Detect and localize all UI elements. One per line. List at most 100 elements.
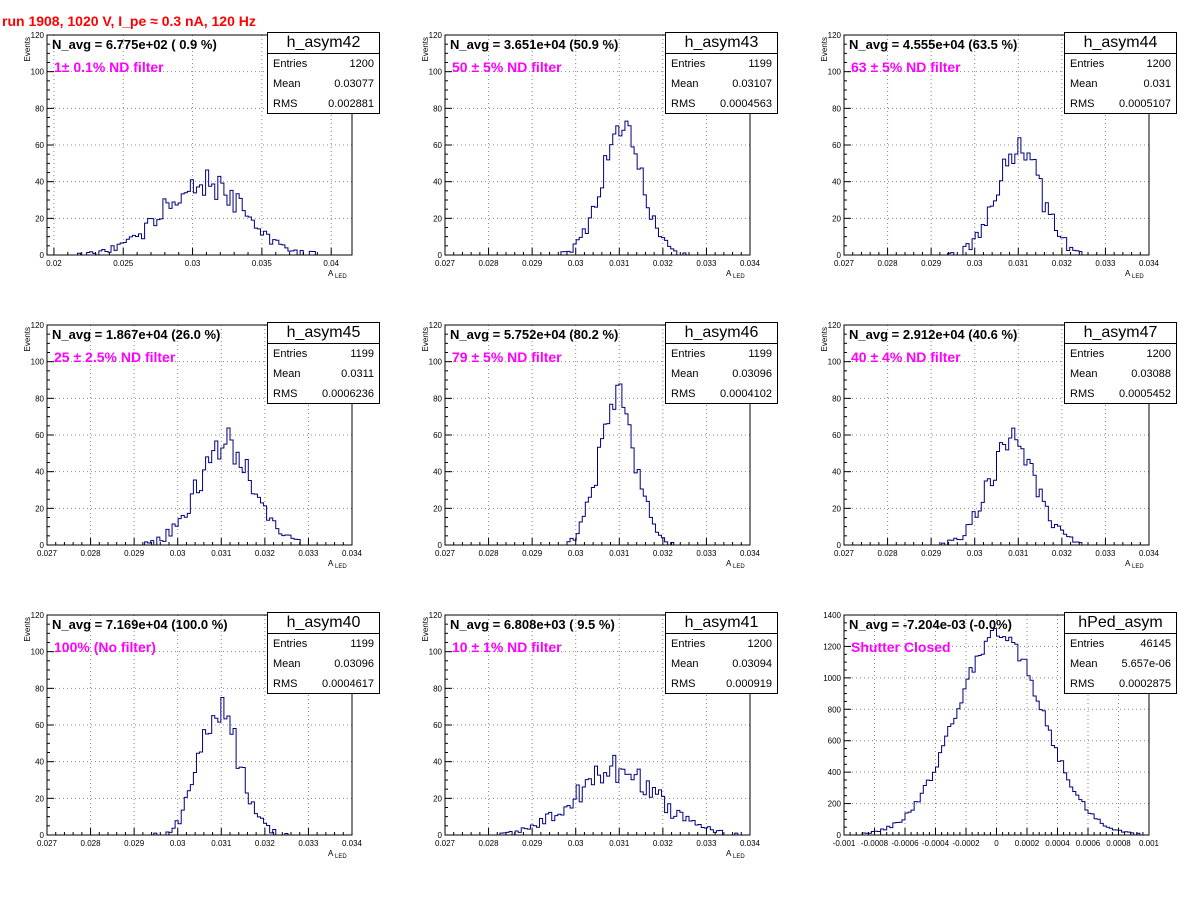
y-tick-label: 120 xyxy=(31,321,45,330)
stats-value: 0.002881 xyxy=(328,98,374,110)
histogram-plot: 0.027 0.028 0.029 0.03 0.031 0.032 0.033 0.034 0… xyxy=(421,611,761,860)
y-tick-label: 100 xyxy=(31,68,45,77)
x-tick-label: 0.033 xyxy=(298,839,319,848)
y-tick-label: 60 xyxy=(433,141,442,150)
x-tick-label: 0.028 xyxy=(81,839,102,848)
x-tick-label: 0.034 xyxy=(1139,549,1160,558)
stats-value: 1199 xyxy=(350,638,374,650)
y-tick-label: 20 xyxy=(433,504,442,513)
stats-label: RMS xyxy=(671,388,696,400)
y-tick-label: 1200 xyxy=(823,642,841,651)
x-tick-label: 0.03 xyxy=(170,839,186,848)
x-tick-label: 0.035 xyxy=(252,259,273,268)
stats-label: Mean xyxy=(273,658,301,670)
stats-label: Entries xyxy=(273,348,308,360)
stats-value: 0.0006236 xyxy=(322,388,374,400)
y-tick-label: 0 xyxy=(837,541,842,550)
x-tick-label: 0.032 xyxy=(255,839,276,848)
stats-label: Mean xyxy=(1070,78,1098,90)
x-tick-label: -0.0008 xyxy=(861,839,889,848)
x-tick-label: 0.0002 xyxy=(1015,839,1040,848)
x-tick-label: 0.027 xyxy=(834,549,855,558)
x-tick-label: 0.0006 xyxy=(1076,839,1101,848)
y-tick-label: 80 xyxy=(433,684,442,693)
x-tick-label: 0.031 xyxy=(609,839,630,848)
y-tick-label: 60 xyxy=(433,721,442,730)
y-tick-label: 100 xyxy=(429,648,443,657)
x-tick-label: 0.027 xyxy=(37,549,58,558)
stats-value: 0.000919 xyxy=(726,678,772,690)
stats-value: 0.03096 xyxy=(334,658,374,670)
stats-row-mean: Mean 0.03094 xyxy=(666,654,777,674)
x-axis-title: A LED xyxy=(1125,269,1144,280)
x-tick-label: 0.04 xyxy=(323,259,339,268)
y-tick-label: 20 xyxy=(35,214,44,223)
y-tick-label: 20 xyxy=(433,794,442,803)
stats-value: 1200 xyxy=(349,58,374,70)
y-tick-label: 0 xyxy=(837,251,842,260)
stats-label: Mean xyxy=(1070,368,1098,380)
y-tick-label: 80 xyxy=(433,394,442,403)
y-tick-label: 100 xyxy=(31,648,45,657)
y-axis-title: Events xyxy=(421,617,430,641)
x-tick-label: -0.001 xyxy=(833,839,856,848)
x-tick-label: 0.029 xyxy=(124,549,145,558)
stats-label: Mean xyxy=(671,368,699,380)
stats-label: Entries xyxy=(671,348,706,360)
y-tick-label: 120 xyxy=(828,31,842,40)
x-tick-label: 0.03 xyxy=(568,259,584,268)
stats-box: h_asym41 Entries 1200 Mean 0.03094 RMS 0.00091… xyxy=(665,612,778,694)
y-tick-label: 60 xyxy=(433,431,442,440)
stats-row-mean: Mean 0.03077 xyxy=(268,74,379,94)
x-tick-label: 0.033 xyxy=(696,259,717,268)
y-tick-label: 100 xyxy=(31,358,45,367)
y-tick-label: 800 xyxy=(828,705,842,714)
filter-label: 1± 0.1% ND filter xyxy=(54,59,164,75)
x-tick-label: 0.027 xyxy=(37,839,58,848)
x-axis-title: A LED xyxy=(328,559,347,570)
y-axis-title: Events xyxy=(23,617,32,641)
x-tick-label: 0 xyxy=(994,839,999,848)
n-avg-label: N_avg = 2.912e+04 (40.6 %) xyxy=(849,327,1018,342)
x-axis-title: A LED xyxy=(726,269,745,280)
x-tick-label: 0.034 xyxy=(342,549,363,558)
x-tick-label: 0.03 xyxy=(568,839,584,848)
x-tick-label: 0.025 xyxy=(113,259,134,268)
x-tick-label: 0.029 xyxy=(522,839,543,848)
x-tick-label: 0.03 xyxy=(170,549,186,558)
y-tick-label: 40 xyxy=(433,758,442,767)
histogram-line xyxy=(844,628,1149,836)
stats-row-rms: RMS 0.002881 xyxy=(268,94,379,114)
filter-label: 100% (No filter) xyxy=(54,639,156,655)
y-tick-label: 400 xyxy=(828,768,842,777)
x-tick-label: 0.028 xyxy=(479,839,500,848)
x-tick-label: -0.0006 xyxy=(891,839,919,848)
x-tick-label: 0.028 xyxy=(479,549,500,558)
stats-row-rms: RMS 0.0004102 xyxy=(666,384,777,404)
y-tick-label: 20 xyxy=(832,504,841,513)
filter-label: 10 ± 1% ND filter xyxy=(452,639,562,655)
histogram-plot: 0.027 0.028 0.029 0.03 0.031 0.032 0.033 0.034 0… xyxy=(23,611,363,860)
y-axis-title: Events xyxy=(421,327,430,351)
y-tick-label: 120 xyxy=(828,321,842,330)
y-tick-label: 60 xyxy=(832,141,841,150)
y-tick-label: 120 xyxy=(429,611,443,620)
x-tick-label: 0.027 xyxy=(435,259,456,268)
stats-row-entries: Entries 1200 xyxy=(1065,344,1176,364)
stats-row-rms: RMS 0.0006236 xyxy=(268,384,379,404)
y-tick-label: 40 xyxy=(832,178,841,187)
x-tick-label: 0.03 xyxy=(967,259,983,268)
stats-box: h_asym40 Entries 1199 Mean 0.03096 RMS 0.00046… xyxy=(267,612,380,694)
filter-label: Shutter Closed xyxy=(851,639,951,655)
y-tick-label: 80 xyxy=(433,104,442,113)
x-tick-label: 0.028 xyxy=(878,549,899,558)
stats-label: RMS xyxy=(273,98,298,110)
x-tick-label: 0.028 xyxy=(81,549,102,558)
n-avg-label: N_avg = 6.808e+03 ( 9.5 %) xyxy=(450,617,615,632)
x-tick-label: 0.032 xyxy=(653,839,674,848)
histogram-name: h_asym42 xyxy=(268,33,379,54)
histogram-panel-hPed_asym: -0.001 -0.0008 -0.0006 -0.0004 -0.0002 0 0.000… xyxy=(797,608,1195,898)
x-tick-label: 0.032 xyxy=(1052,549,1073,558)
x-tick-label: 0.031 xyxy=(1008,259,1029,268)
stats-value: 0.0004102 xyxy=(720,388,772,400)
